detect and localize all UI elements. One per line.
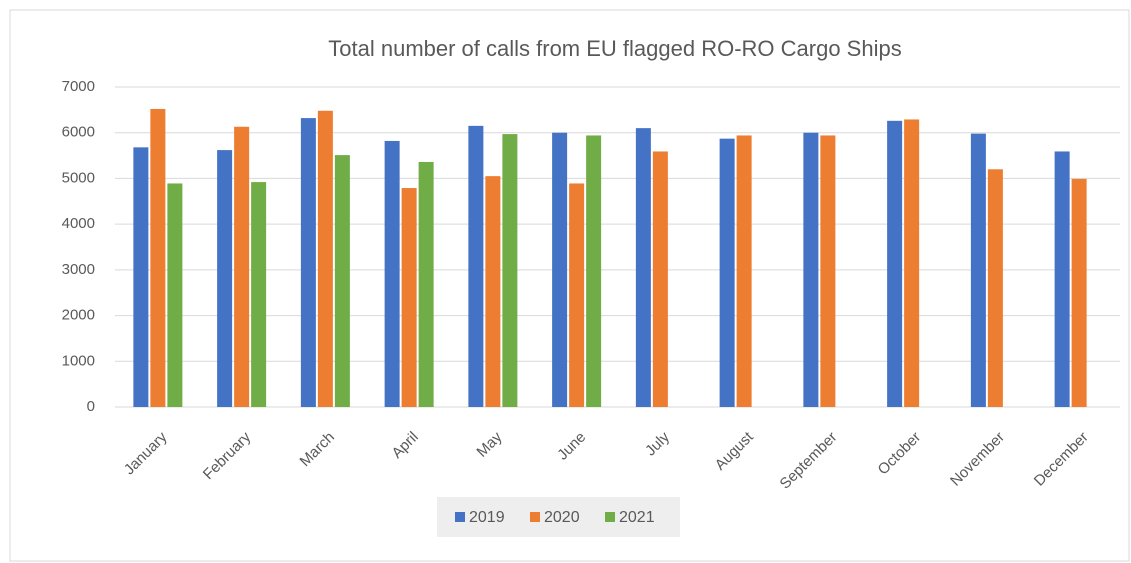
bar	[552, 132, 568, 407]
chart-title: Total number of calls from EU flagged RO…	[328, 36, 901, 61]
bar	[736, 135, 752, 407]
bar	[150, 108, 166, 407]
bar	[502, 134, 518, 408]
bar	[234, 126, 250, 408]
bar	[586, 135, 602, 407]
bar	[569, 183, 585, 407]
bar	[251, 182, 267, 407]
bar	[719, 138, 735, 407]
legend-box	[437, 497, 680, 537]
bar	[317, 110, 333, 408]
legend-label: 2021	[619, 509, 655, 526]
y-tick-label: 7000	[62, 78, 95, 95]
bar	[635, 128, 651, 407]
legend-swatch	[605, 512, 615, 522]
bar	[1071, 178, 1087, 407]
bar	[334, 155, 350, 407]
bar	[418, 161, 434, 407]
bar	[300, 118, 316, 407]
y-tick-label: 3000	[62, 261, 95, 278]
bar	[970, 133, 986, 407]
bar	[167, 183, 183, 407]
y-tick-label: 5000	[62, 169, 95, 186]
bar	[485, 176, 501, 407]
y-tick-label: 1000	[62, 352, 95, 369]
bar	[904, 119, 920, 407]
bar	[384, 140, 400, 407]
bar	[1054, 151, 1070, 407]
legend-swatch	[455, 512, 465, 522]
bar	[652, 151, 668, 407]
bar	[468, 125, 484, 407]
y-tick-label: 2000	[62, 307, 95, 324]
y-tick-label: 4000	[62, 215, 95, 232]
legend-swatch	[530, 512, 540, 522]
bar	[987, 169, 1003, 407]
bar	[887, 120, 903, 407]
legend-label: 2020	[544, 509, 580, 526]
bar	[133, 147, 149, 408]
bar	[820, 135, 836, 407]
legend-label: 2019	[469, 509, 505, 526]
bar	[803, 132, 819, 407]
y-tick-label: 6000	[62, 124, 95, 141]
y-tick-label: 0	[87, 398, 95, 415]
bar	[217, 150, 233, 408]
bar	[401, 188, 417, 407]
